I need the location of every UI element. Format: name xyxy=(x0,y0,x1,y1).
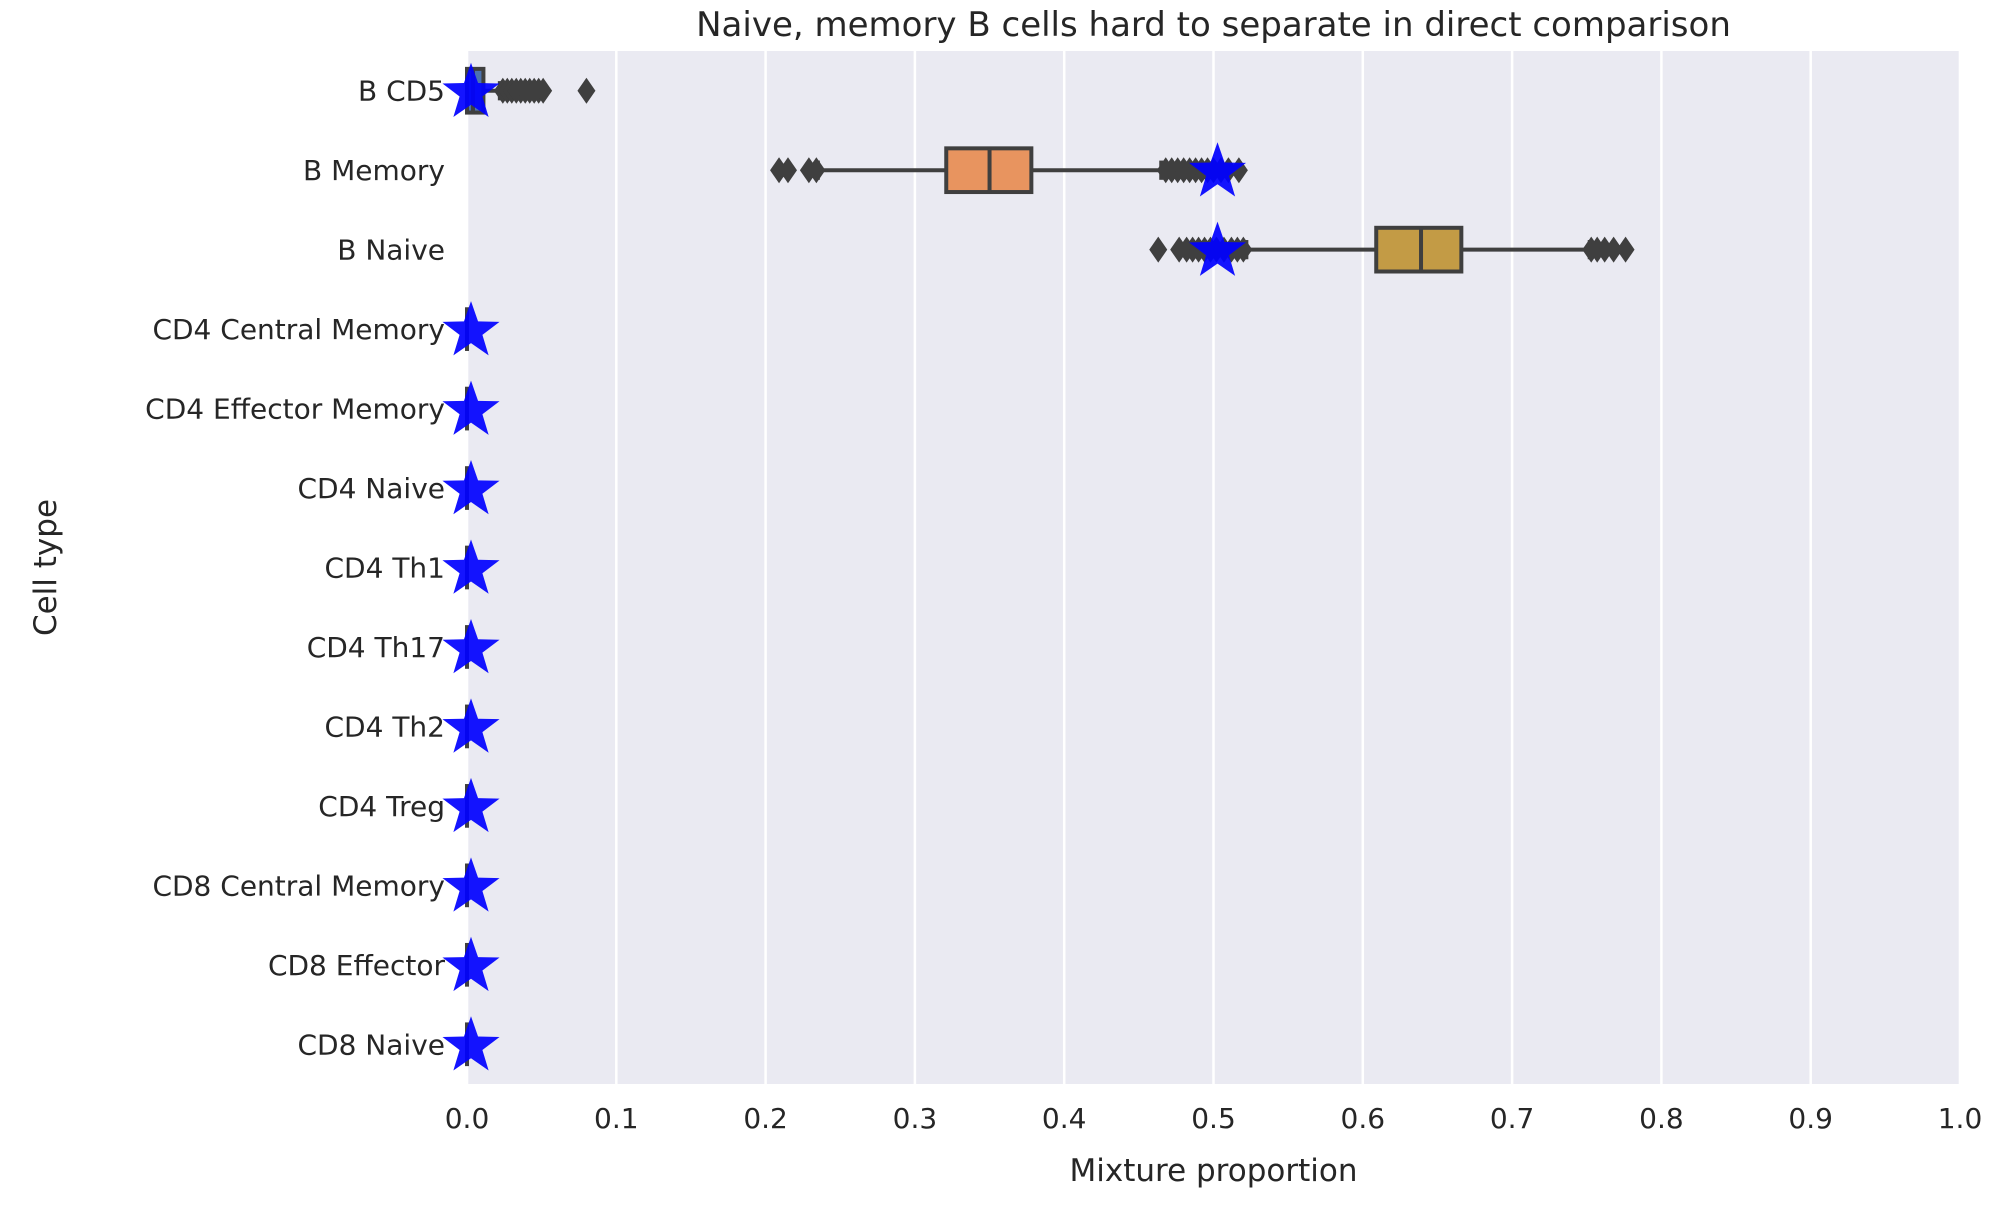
y-tick-label: CD4 Effector Memory xyxy=(145,393,445,426)
box-iqr xyxy=(1374,225,1464,274)
y-tick-label: CD4 Naive xyxy=(297,472,445,505)
x-tick-label: 0.9 xyxy=(1788,1102,1833,1135)
x-tick-label: 0.1 xyxy=(594,1102,639,1135)
y-tick-label: B CD5 xyxy=(358,75,445,108)
x-tick-label: 0.7 xyxy=(1490,1102,1535,1135)
true-proportion-star xyxy=(442,380,500,435)
x-tick-labels: 0.0 0.1 0.2 0.3 0.4 0.5 0.6 0.7 0.8 0.9 1.0 xyxy=(445,1102,1983,1135)
y-tick-label: CD4 Central Memory xyxy=(152,313,445,346)
outlier-point xyxy=(778,157,797,184)
outlier-point xyxy=(1616,236,1635,263)
x-tick-label: 0.0 xyxy=(445,1102,490,1135)
true-proportion-star xyxy=(442,857,500,912)
true-proportion-star xyxy=(1188,221,1247,276)
y-tick-label: B Naive xyxy=(337,234,445,267)
true-proportion-star xyxy=(1188,142,1247,197)
y-axis-label: Cell type xyxy=(28,499,64,636)
y-tick-label: CD8 Central Memory xyxy=(152,869,445,902)
outlier-point xyxy=(807,157,826,184)
true-proportion-star xyxy=(442,460,500,515)
true-proportion-star xyxy=(442,1016,500,1071)
x-axis-label: Mixture proportion xyxy=(1070,1153,1358,1189)
y-tick-label: CD4 Th2 xyxy=(325,710,446,743)
y-tick-label: CD8 Naive xyxy=(297,1028,445,1061)
y-tick-label: CD4 Th17 xyxy=(307,631,445,664)
true-proportion-star xyxy=(442,698,500,753)
outlier-point xyxy=(534,77,553,104)
outlier-point xyxy=(1604,236,1623,263)
chart-title: Naive, memory B cells hard to separate i… xyxy=(696,5,1731,45)
x-tick-label: 0.4 xyxy=(1042,1102,1087,1135)
true-proportion-star xyxy=(442,618,500,674)
outlier-point xyxy=(577,77,596,104)
y-tick-label: CD4 Treg xyxy=(318,790,445,823)
x-tick-label: 0.2 xyxy=(743,1102,788,1135)
true-proportion-star xyxy=(442,936,500,992)
y-tick-label: CD4 Th1 xyxy=(325,552,446,585)
x-tick-label: 1.0 xyxy=(1938,1102,1983,1135)
y-tick-label: B Memory xyxy=(303,154,445,187)
y-tick-label: CD8 Effector xyxy=(268,949,446,982)
outlier-point xyxy=(1149,236,1168,263)
x-tick-label: 0.3 xyxy=(893,1102,938,1135)
true-proportion-star xyxy=(442,62,500,117)
true-proportion-star xyxy=(442,539,500,594)
true-proportion-markers xyxy=(442,62,1247,1071)
true-proportion-star xyxy=(442,301,500,356)
x-tick-label: 0.6 xyxy=(1341,1102,1386,1135)
true-proportion-star xyxy=(442,777,500,833)
x-tick-label: 0.8 xyxy=(1639,1102,1684,1135)
y-tick-labels: B CD5 B Memory B Naive CD4 Central Memory CD… xyxy=(145,75,445,1062)
x-tick-label: 0.5 xyxy=(1191,1102,1236,1135)
gridlines xyxy=(465,51,1962,1084)
